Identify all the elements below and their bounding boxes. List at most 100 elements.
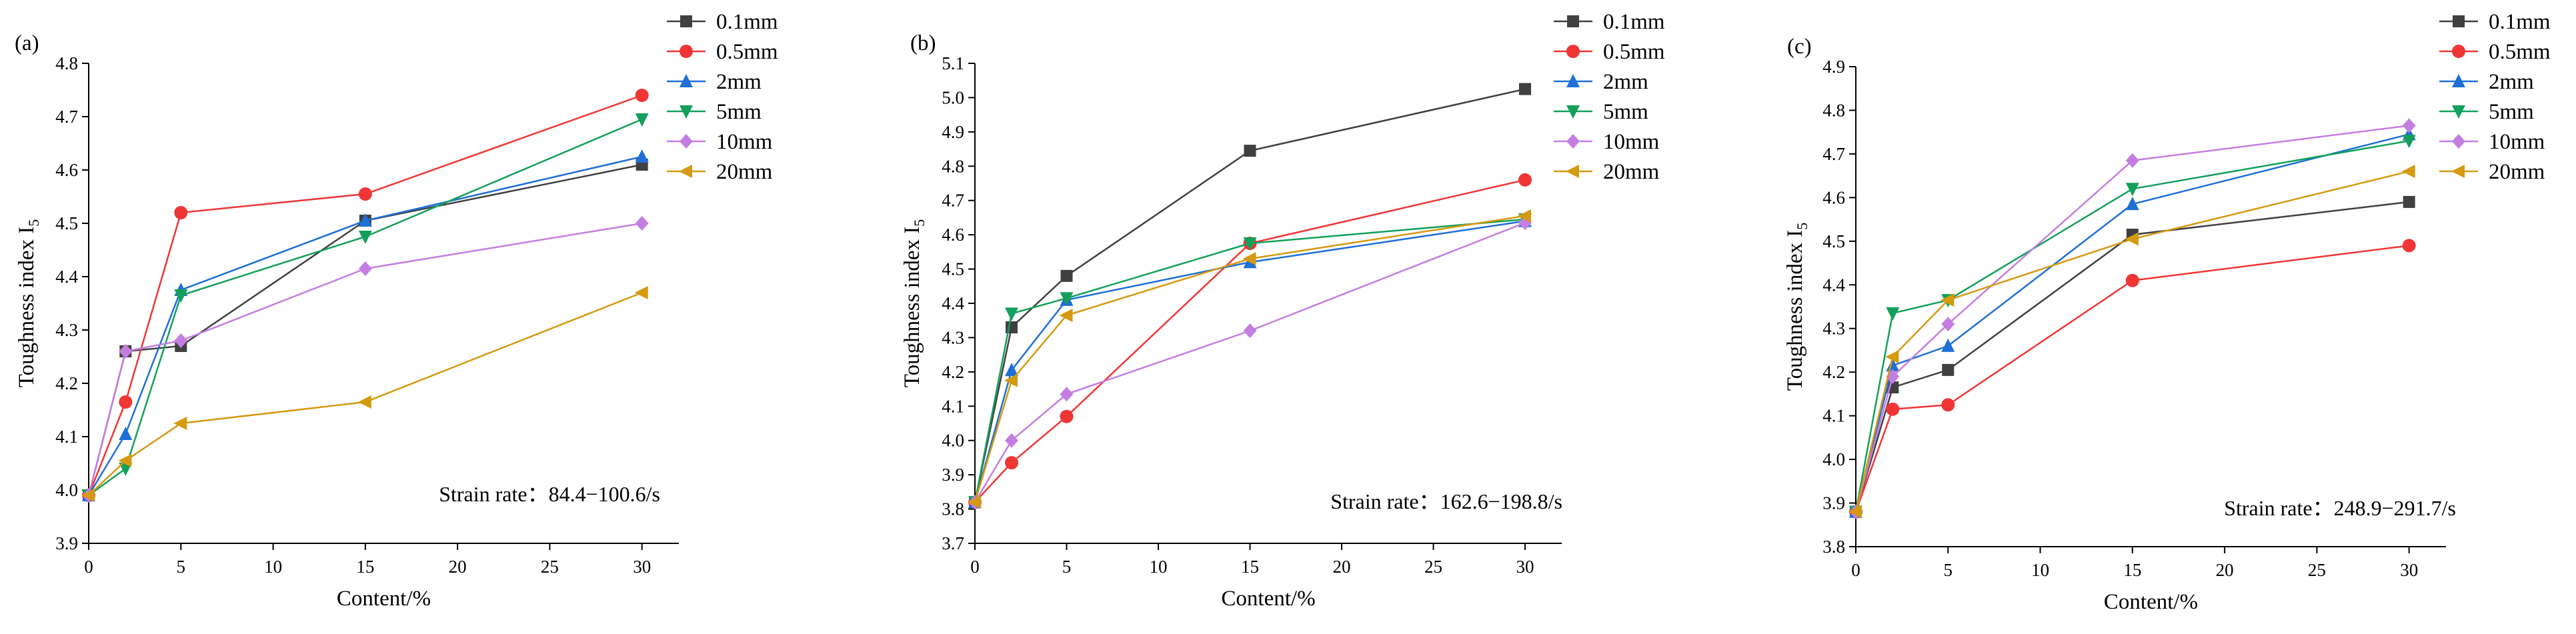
legend-marker (2452, 134, 2465, 149)
data-point (1518, 209, 1531, 223)
data-point (119, 427, 133, 440)
y-tick-label: 4.4 (55, 267, 78, 287)
legend-label: 0.5mm (2489, 40, 2551, 64)
y-tick-label: 4.5 (942, 259, 964, 279)
data-point (357, 395, 371, 409)
data-point (1942, 363, 1955, 376)
legend-marker (2452, 74, 2465, 87)
legend-label: 0.5mm (716, 40, 778, 64)
data-point (358, 261, 372, 276)
legend-marker (1566, 105, 1580, 119)
data-point (968, 495, 981, 509)
x-tick-label: 25 (1424, 557, 1442, 577)
x-tick-label: 0 (84, 557, 93, 577)
y-tick-label: 4.8 (55, 53, 78, 73)
legend-item-0.1mm: 0.1mm (667, 10, 778, 34)
data-point (1518, 173, 1532, 187)
data-point (1941, 317, 1955, 332)
y-tick-label: 4.4 (942, 293, 964, 313)
legend-marker (1566, 74, 1580, 87)
data-point (1886, 307, 1900, 321)
data-point (1005, 307, 1018, 321)
y-tick-label: 4.6 (55, 160, 78, 180)
y-tick-label: 4.1 (55, 427, 78, 447)
legend-marker (2452, 45, 2465, 58)
legend-marker (680, 74, 693, 87)
legend-marker (1567, 15, 1579, 27)
data-point (2125, 232, 2139, 246)
data-point (119, 395, 133, 409)
legend-marker (1566, 45, 1580, 58)
x-tick-label: 15 (1241, 557, 1259, 577)
legend-label: 0.1mm (2489, 10, 2551, 34)
legend-item-5mm: 5mm (667, 100, 762, 124)
data-point (1059, 309, 1073, 322)
data-point (2402, 118, 2416, 133)
panel-label: (c) (1787, 35, 1812, 59)
y-axis-title: Toughness index I5 (900, 219, 928, 388)
y-tick-label: 3.9 (55, 533, 78, 553)
data-point (1941, 338, 1955, 352)
x-tick-label: 30 (1516, 557, 1534, 577)
y-tick-label: 4.5 (55, 213, 78, 233)
data-point (1886, 402, 1900, 416)
legend-item-20mm: 20mm (2439, 160, 2545, 184)
series-line (1854, 140, 2409, 512)
legend-label: 0.1mm (1603, 10, 1665, 34)
series-2mm (82, 149, 649, 501)
y-tick-label: 4.3 (942, 327, 964, 347)
y-tick-label: 4.4 (1822, 275, 1845, 295)
y-tick-label: 4.0 (1822, 449, 1845, 469)
data-point (1941, 293, 1955, 307)
legend-item-0.5mm: 0.5mm (667, 40, 778, 64)
x-tick-label: 20 (449, 557, 467, 577)
x-axis-title: Content/% (2104, 590, 2198, 614)
series-line (1854, 201, 2409, 512)
data-point (358, 213, 372, 227)
y-axis-title: Toughness index I5 (15, 219, 42, 388)
legend-item-10mm: 10mm (667, 130, 773, 154)
data-point (1004, 373, 1018, 387)
data-point (635, 149, 649, 163)
data-point (635, 113, 649, 127)
y-tick-label: 4.7 (942, 191, 964, 211)
x-tick-label: 5 (177, 557, 186, 577)
legend-item-0.1mm: 0.1mm (1554, 10, 1665, 34)
data-point (635, 216, 649, 231)
legend-marker (679, 165, 692, 178)
data-point (2401, 165, 2415, 179)
data-point (1242, 252, 1256, 266)
legend-item-5mm: 5mm (2439, 100, 2534, 124)
data-point (1519, 83, 1531, 95)
legend-item-10mm: 10mm (1554, 130, 1660, 154)
legend-item-2mm: 2mm (1554, 70, 1648, 94)
y-tick-label: 4.0 (942, 431, 964, 451)
data-point (1060, 387, 1074, 402)
legend-label: 2mm (1603, 70, 1648, 94)
legend-label: 20mm (1603, 160, 1660, 184)
legend-label: 5mm (1603, 100, 1648, 124)
legend-marker (680, 15, 692, 27)
legend-item-5mm: 5mm (1554, 100, 1648, 124)
x-tick-label: 10 (2031, 560, 2049, 580)
legend-marker (680, 45, 693, 58)
data-point (2125, 273, 2139, 287)
legend-label: 5mm (2489, 100, 2534, 124)
y-tick-label: 4.7 (55, 107, 78, 127)
series-10mm (968, 215, 1532, 510)
y-tick-label: 5.0 (942, 87, 964, 107)
data-point (2125, 183, 2139, 197)
y-tick-label: 4.9 (1822, 57, 1845, 77)
y-tick-label: 4.2 (55, 373, 78, 393)
x-tick-label: 5 (1944, 560, 1953, 580)
y-tick-label: 4.6 (1822, 187, 1845, 207)
chart-panel-2: 0 5 10 15 20 25 30 3.7 3.8 3.9 4.0 4.1 4.2 4.3 4.4 4.5 4… (900, 10, 1665, 611)
legend-label: 10mm (716, 130, 773, 154)
y-tick-label: 4.7 (1822, 144, 1845, 164)
data-point (174, 206, 188, 219)
data-point (1243, 237, 1257, 251)
x-tick-label: 15 (2123, 560, 2141, 580)
data-point (174, 333, 188, 348)
series-0.1mm (969, 83, 1531, 509)
